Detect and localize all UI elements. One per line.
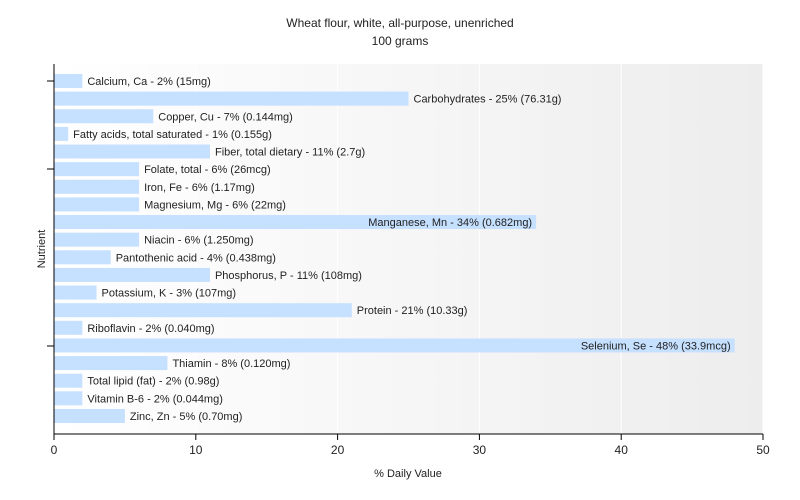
bar-label: Protein - 21% (10.33g) bbox=[357, 305, 468, 317]
bar-label: Carbohydrates - 25% (76.31g) bbox=[414, 94, 562, 106]
bar bbox=[54, 250, 111, 265]
plot-background bbox=[54, 64, 763, 434]
x-tick-label: 40 bbox=[615, 443, 629, 457]
axes bbox=[47, 64, 763, 435]
bar-label: Pantothenic acid - 4% (0.438mg) bbox=[116, 252, 276, 264]
bar-label: Magnesium, Mg - 6% (22mg) bbox=[144, 199, 286, 211]
x-tick-label: 10 bbox=[189, 443, 203, 457]
bar bbox=[54, 144, 210, 159]
bar bbox=[54, 91, 409, 106]
bar bbox=[54, 74, 83, 88]
bar-label: Calcium, Ca - 2% (15mg) bbox=[87, 76, 210, 88]
x-tick-label: 30 bbox=[473, 443, 487, 457]
bar-label: Folate, total - 6% (26mcg) bbox=[144, 164, 271, 176]
bar bbox=[54, 109, 154, 124]
bar-label: Phosphorus, P - 11% (108mg) bbox=[215, 270, 362, 282]
bar bbox=[54, 126, 69, 141]
bar bbox=[54, 408, 125, 423]
bar-label: Niacin - 6% (1.250mg) bbox=[144, 235, 253, 247]
bar bbox=[54, 356, 168, 371]
bars bbox=[54, 74, 735, 423]
bar bbox=[54, 373, 83, 388]
bar bbox=[54, 215, 537, 230]
x-axis-label: % Daily Value bbox=[374, 468, 442, 480]
y-axis-label: Nutrient bbox=[36, 230, 48, 269]
chart-subtitle: 100 grams bbox=[372, 34, 429, 48]
bar bbox=[54, 197, 140, 212]
bar-label: Manganese, Mn - 34% (0.682mg) bbox=[368, 217, 532, 229]
grid bbox=[195, 64, 764, 434]
x-tick-label: 50 bbox=[756, 443, 770, 457]
bar bbox=[54, 232, 140, 247]
bar bbox=[54, 303, 352, 318]
bar-label: Selenium, Se - 48% (33.9mcg) bbox=[581, 340, 731, 352]
bar-label: Thiamin - 8% (0.120mg) bbox=[172, 358, 290, 370]
bar bbox=[54, 162, 140, 177]
bar bbox=[54, 285, 97, 300]
bar-label: Copper, Cu - 7% (0.144mg) bbox=[158, 111, 293, 123]
bar-label: Fatty acids, total saturated - 1% (0.155… bbox=[73, 129, 272, 141]
bar bbox=[54, 179, 140, 194]
bar bbox=[54, 338, 735, 353]
bar bbox=[54, 391, 83, 406]
bar bbox=[54, 267, 210, 282]
chart-title: Wheat flour, white, all-purpose, unenric… bbox=[286, 16, 513, 30]
bar-label: Vitamin B-6 - 2% (0.044mg) bbox=[87, 393, 223, 405]
bar-label: Fiber, total dietary - 11% (2.7g) bbox=[215, 147, 365, 159]
x-tick-label: 0 bbox=[51, 443, 58, 457]
x-ticks: 0 10 20 30 40 50 bbox=[51, 434, 770, 457]
bar-label: Potassium, K - 3% (107mg) bbox=[102, 288, 237, 300]
bar-label: Total lipid (fat) - 2% (0.98g) bbox=[87, 376, 219, 388]
bar-label: Zinc, Zn - 5% (0.70mg) bbox=[130, 411, 242, 423]
bar-label: Iron, Fe - 6% (1.17mg) bbox=[144, 182, 255, 194]
bar-labels: Calcium, Ca - 2% (15mg) Carbohydrates - 2… bbox=[73, 76, 730, 423]
bar bbox=[54, 320, 83, 335]
bar-label: Riboflavin - 2% (0.040mg) bbox=[87, 323, 214, 335]
x-tick-label: 20 bbox=[331, 443, 345, 457]
